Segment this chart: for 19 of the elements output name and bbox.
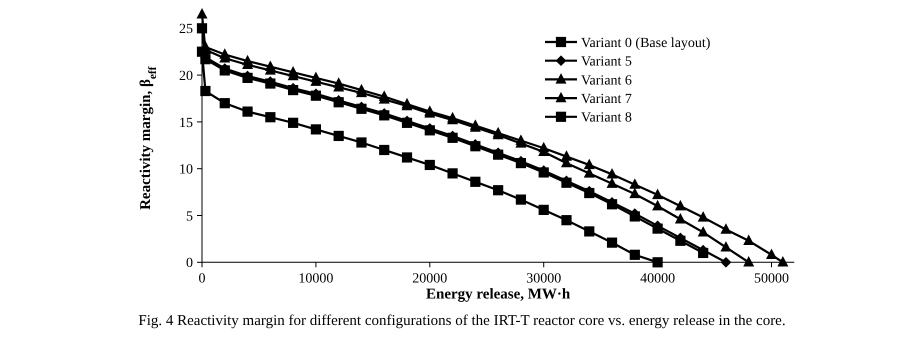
y-tick-label: 15 (179, 116, 193, 131)
x-tick-label: 40000 (640, 271, 676, 286)
x-tick-label: 20000 (412, 271, 448, 286)
legend-label: Variant 5 (581, 54, 632, 70)
legend-label: Variant 8 (581, 110, 632, 126)
caption: Fig. 4 Reactivity margin for different configurations of the IRT-T reactor core vs. energy release in the core. (138, 313, 786, 329)
legend-label: Variant 7 (581, 92, 632, 107)
x-tick-label: 50000 (754, 271, 789, 286)
x-tick-label: 10000 (298, 271, 334, 286)
y-tick-label: 10 (179, 162, 193, 178)
y-tick-label: 20 (179, 69, 193, 84)
legend-label: Variant 6 (581, 73, 632, 88)
legend-label: Variant 0 (Base layout) (581, 36, 711, 51)
y-tick-label: 5 (186, 209, 193, 224)
x-axis-title: Energy release, MW·h (426, 286, 571, 302)
x-tick-label: 0 (198, 271, 206, 286)
y-tick-label: 25 (179, 22, 193, 38)
y-tick-label: 0 (186, 256, 193, 272)
x-tick-label: 30000 (526, 271, 562, 286)
